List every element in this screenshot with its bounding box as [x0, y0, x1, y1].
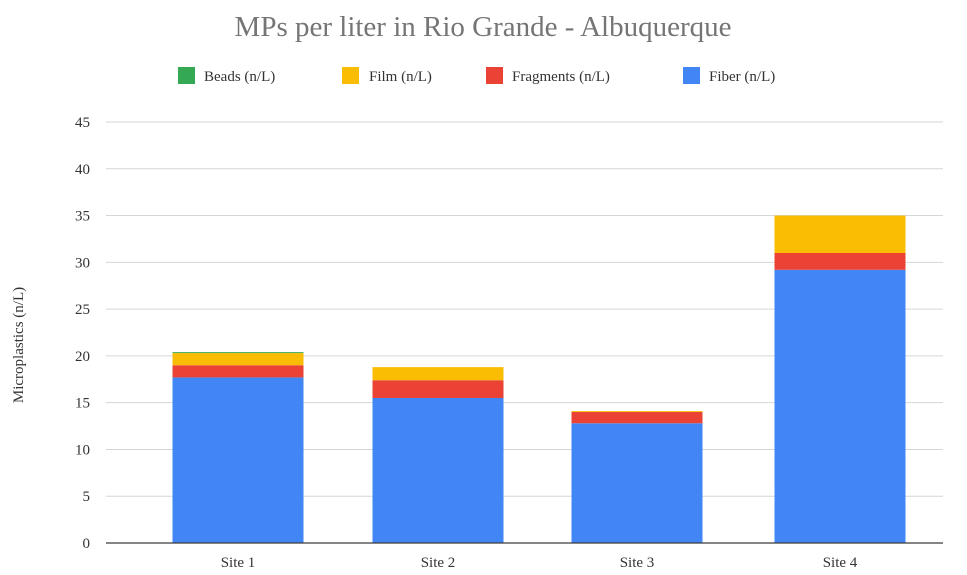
y-tick-label: 15 [75, 396, 90, 412]
y-tick-label: 25 [75, 302, 90, 318]
legend-swatch-fragments-n-l [486, 67, 503, 84]
y-tick-label: 10 [75, 442, 90, 458]
bar-site-2-fragments-n-l [372, 380, 504, 398]
bar-site-3-fragments-n-l [571, 412, 703, 424]
y-tick-label: 35 [75, 209, 90, 225]
legend-item-fiber-n-l: Fiber (n/L) [683, 67, 775, 85]
x-tick-label: Site 2 [421, 555, 456, 571]
legend-swatch-film-n-l [342, 67, 359, 84]
bar-site-4-film-n-l [774, 215, 906, 253]
x-tick-label: Site 3 [620, 555, 655, 571]
bars [172, 215, 906, 543]
bar-site-4-fiber-n-l [774, 269, 906, 543]
legend-item-film-n-l: Film (n/L) [342, 67, 432, 85]
y-axis-ticks: 0 5 10 15 20 25 30 35 40 45 [75, 115, 90, 552]
y-tick-label: 30 [75, 255, 90, 271]
y-tick-label: 0 [83, 536, 91, 552]
legend-label-film-n-l: Film (n/L) [369, 69, 432, 85]
chart-title: MPs per liter in Rio Grande - Albuquerqu… [235, 11, 732, 43]
legend: Beads (n/L) Film (n/L) Fragments (n/L) Fibe… [178, 67, 775, 85]
y-axis-title: Microplastics (n/L) [11, 287, 27, 403]
bar-site-1-beads-n-l [172, 352, 304, 354]
legend-label-fragments-n-l: Fragments (n/L) [512, 69, 610, 85]
y-tick-label: 45 [75, 115, 90, 131]
legend-item-fragments-n-l: Fragments (n/L) [486, 67, 610, 85]
y-tick-label: 40 [75, 162, 90, 178]
bar-site-4-fragments-n-l [774, 252, 906, 270]
legend-swatch-fiber-n-l [683, 67, 700, 84]
bar-site-1-fragments-n-l [172, 365, 304, 378]
legend-item-beads-n-l: Beads (n/L) [178, 67, 275, 85]
legend-label-fiber-n-l: Fiber (n/L) [709, 69, 775, 85]
bar-site-2-film-n-l [372, 367, 504, 381]
bar-site-3-fiber-n-l [571, 423, 703, 543]
y-tick-label: 20 [75, 349, 90, 365]
legend-label-beads-n-l: Beads (n/L) [204, 69, 275, 85]
bar-site-1-fiber-n-l [172, 377, 304, 543]
x-tick-label: Site 4 [823, 555, 858, 571]
bar-site-1-film-n-l [172, 353, 304, 366]
x-axis-ticks: Site 1 Site 2 Site 3 Site 4 [221, 555, 858, 571]
x-tick-label: Site 1 [221, 555, 256, 571]
bar-site-2-fiber-n-l [372, 397, 504, 543]
legend-swatch-beads-n-l [178, 67, 195, 84]
bar-site-3-film-n-l [571, 411, 703, 413]
y-tick-label: 5 [83, 489, 91, 505]
